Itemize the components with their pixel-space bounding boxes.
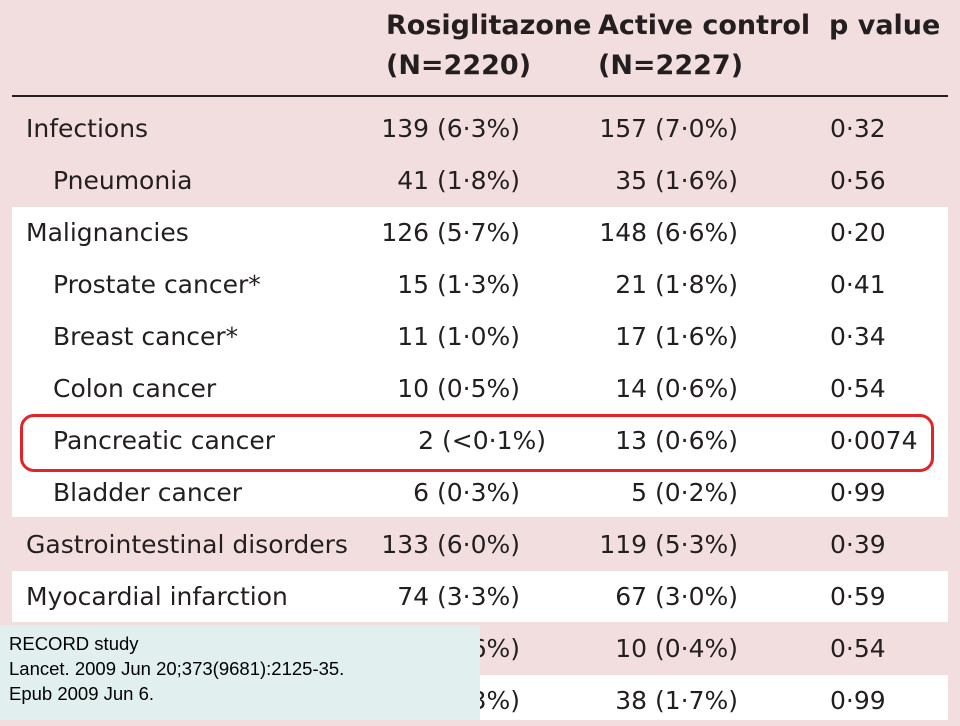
rosiglitazone-value: 2 (<0·1%)	[418, 426, 546, 455]
p-value: 0·99	[830, 478, 886, 507]
rosiglitazone-value: 10 (0·5%)	[397, 374, 520, 403]
citation-line: Epub 2009 Jun 6.	[9, 683, 155, 704]
active-control-value: 5 (0·2%)	[631, 478, 738, 507]
row-label: Gastrointestinal disorders	[26, 530, 348, 559]
row-label: Bladder cancer	[53, 478, 243, 507]
active-control-value: 119 (5·3%)	[599, 530, 738, 559]
active-control-value: 38 (1·7%)	[615, 686, 738, 715]
table-row-bladder-cancer: Bladder cancer 6 (0·3%) 5 (0·2%) 0·99	[12, 467, 948, 518]
table-row-pneumonia: Pneumonia 41 (1·8%) 35 (1·6%) 0·56	[12, 155, 948, 206]
active-control-value: 10 (0·4%)	[615, 634, 738, 663]
table-row-partially-hidden: 6%) 10 (0·4%) 0·54	[12, 623, 948, 674]
malignancies-group-background	[12, 207, 948, 517]
active-control-value: 157 (7·0%)	[599, 114, 738, 143]
p-value: 0·32	[830, 114, 886, 143]
row-label: Pneumonia	[53, 166, 193, 195]
rosiglitazone-value: 15 (1·3%)	[397, 270, 520, 299]
table-row-breast-cancer: Breast cancer* 11 (1·0%) 17 (1·6%) 0·34	[12, 311, 948, 362]
column-header-line1: p value	[829, 10, 941, 41]
table-row-malignancies: Malignancies 126 (5·7%) 148 (6·6%) 0·20	[12, 207, 948, 258]
row-label: Pancreatic cancer	[53, 426, 276, 455]
active-control-value: 21 (1·8%)	[615, 270, 738, 299]
p-value: 0·0074	[830, 426, 918, 455]
p-value: 0·54	[830, 634, 886, 663]
active-control-value: 35 (1·6%)	[615, 166, 738, 195]
active-control-value: 17 (1·6%)	[615, 322, 738, 351]
rosiglitazone-value: 11 (1·0%)	[397, 322, 520, 351]
column-header-line1: Active control	[598, 10, 811, 41]
rosiglitazone-value: 74 (3·3%)	[397, 582, 520, 611]
column-header-line1: Rosiglitazone	[386, 10, 592, 41]
column-header-rosiglitazone: Rosiglitazone (N=2220)	[386, 6, 591, 86]
rosiglitazone-value: 126 (5·7%)	[381, 218, 520, 247]
table-row-pancreatic-cancer: Pancreatic cancer 2 (<0·1%) 13 (0·6%) 0·…	[12, 415, 948, 466]
row-label: Malignancies	[26, 218, 189, 247]
active-control-value: 148 (6·6%)	[599, 218, 738, 247]
row-label: Breast cancer*	[53, 322, 239, 351]
p-value: 0·56	[830, 166, 886, 195]
rosiglitazone-value: 139 (6·3%)	[381, 114, 520, 143]
column-header-line2: (N=2227)	[598, 50, 744, 81]
p-value: 0·99	[830, 686, 886, 715]
table-row-gastrointestinal-disorders: Gastrointestinal disorders 133 (6·0%) 11…	[12, 519, 948, 570]
row-label: Colon cancer	[53, 374, 217, 403]
pancreatic-cancer-highlight-box	[20, 414, 934, 472]
citation-line: RECORD study	[9, 633, 139, 654]
active-control-value: 67 (3·0%)	[615, 582, 738, 611]
citation-box: RECORD study Lancet. 2009 Jun 20;373(968…	[0, 625, 480, 720]
table-row-colon-cancer: Colon cancer 10 (0·5%) 14 (0·6%) 0·54	[12, 363, 948, 414]
citation-line: Lancet. 2009 Jun 20;373(9681):2125-35.	[9, 658, 345, 679]
rosiglitazone-value: 41 (1·8%)	[397, 166, 520, 195]
column-header-p-value: p value	[829, 6, 940, 46]
p-value: 0·34	[830, 322, 886, 351]
row-label: Prostate cancer*	[53, 270, 261, 299]
p-value: 0·59	[830, 582, 886, 611]
table-row-prostate-cancer: Prostate cancer* 15 (1·3%) 21 (1·8%) 0·4…	[12, 259, 948, 310]
row-label: Myocardial infarction	[26, 582, 288, 611]
header-divider	[12, 95, 948, 97]
row-label: Infections	[26, 114, 149, 143]
column-header-active-control: Active control (N=2227)	[598, 6, 810, 86]
active-control-value: 14 (0·6%)	[615, 374, 738, 403]
p-value: 0·39	[830, 530, 886, 559]
column-header-line2: (N=2220)	[386, 50, 532, 81]
p-value: 0·20	[830, 218, 886, 247]
table-row-infections: Infections 139 (6·3%) 157 (7·0%) 0·32	[12, 103, 948, 154]
table-row-myocardial-infarction: Myocardial infarction 74 (3·3%) 67 (3·0%…	[12, 571, 948, 622]
active-control-value: 13 (0·6%)	[615, 426, 738, 455]
p-value: 0·41	[830, 270, 886, 299]
rosiglitazone-value: 133 (6·0%)	[381, 530, 520, 559]
rosiglitazone-value: 6 (0·3%)	[413, 478, 520, 507]
p-value: 0·54	[830, 374, 886, 403]
